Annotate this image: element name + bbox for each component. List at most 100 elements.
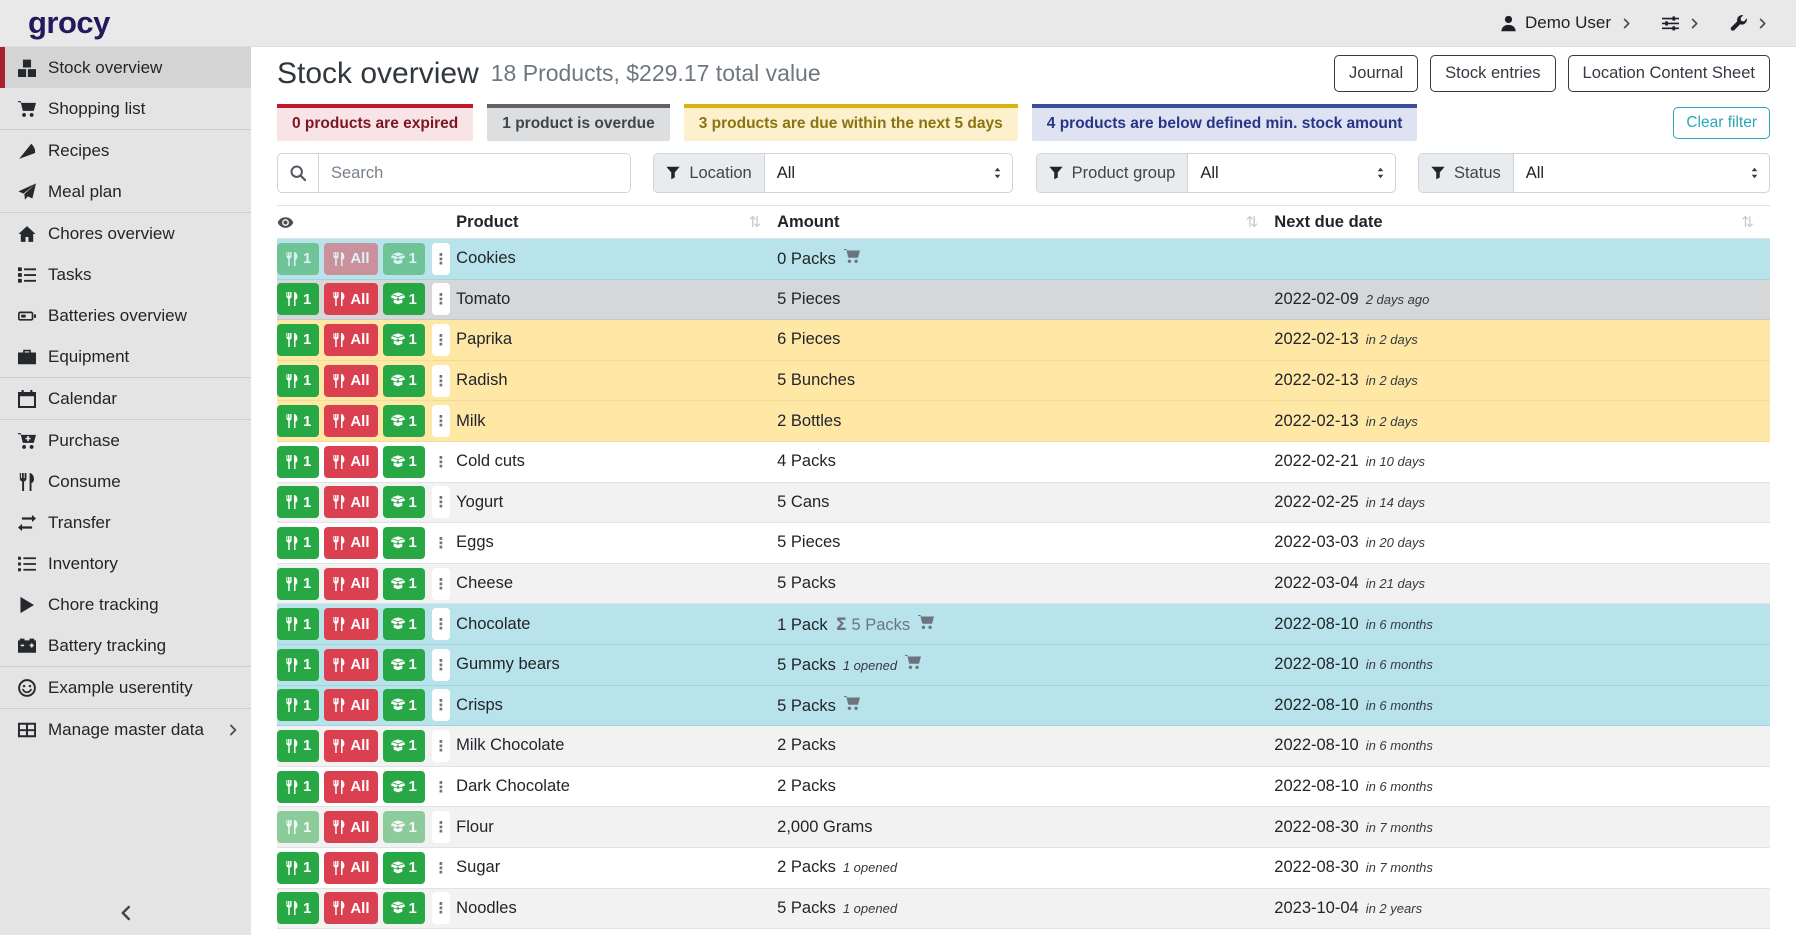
row-menu-button[interactable]: ⋮ xyxy=(431,242,451,275)
consume-one-button[interactable]: 1 xyxy=(277,364,320,397)
open-one-button[interactable]: 1 xyxy=(382,729,425,762)
consume-one-button[interactable]: 1 xyxy=(277,851,320,884)
status-chip-due-soon[interactable]: 3 products are due within the next 5 day… xyxy=(683,104,1018,141)
row-menu-button[interactable]: ⋮ xyxy=(431,648,451,681)
open-one-button[interactable]: 1 xyxy=(382,323,425,356)
consume-all-button[interactable]: All xyxy=(324,608,378,641)
sort-icon[interactable]: ⇅ xyxy=(1741,213,1754,231)
consume-all-button[interactable]: All xyxy=(324,851,378,884)
consume-one-button[interactable]: 1 xyxy=(277,323,320,356)
row-menu-button[interactable]: ⋮ xyxy=(431,608,451,641)
consume-all-button[interactable]: All xyxy=(324,526,378,559)
stock-entries-button[interactable]: Stock entries xyxy=(1430,55,1556,92)
consume-all-button[interactable]: All xyxy=(324,811,378,844)
sidebar-item-transfer[interactable]: Transfer xyxy=(0,502,251,543)
open-one-button[interactable]: 1 xyxy=(382,242,425,275)
product-group-select[interactable]: All xyxy=(1188,154,1394,192)
sidebar-item-manage-master-data[interactable]: Manage master data xyxy=(0,709,251,750)
open-one-button[interactable]: 1 xyxy=(382,567,425,600)
consume-one-button[interactable]: 1 xyxy=(277,242,320,275)
sidebar-item-chore-tracking[interactable]: Chore tracking xyxy=(0,584,251,625)
consume-one-button[interactable]: 1 xyxy=(277,892,320,925)
consume-all-button[interactable]: All xyxy=(324,405,378,438)
sidebar-item-shopping-list[interactable]: Shopping list xyxy=(0,88,251,129)
open-one-button[interactable]: 1 xyxy=(382,283,425,316)
consume-one-button[interactable]: 1 xyxy=(277,283,320,316)
admin-menu[interactable] xyxy=(1730,14,1768,32)
clear-filter-button[interactable]: Clear filter xyxy=(1673,106,1770,139)
sidebar-item-batteries-overview[interactable]: Batteries overview xyxy=(0,295,251,336)
user-menu[interactable]: Demo User xyxy=(1500,13,1632,33)
open-one-button[interactable]: 1 xyxy=(382,892,425,925)
consume-one-button[interactable]: 1 xyxy=(277,405,320,438)
sidebar-item-calendar[interactable]: Calendar xyxy=(0,378,251,419)
open-one-button[interactable]: 1 xyxy=(382,689,425,722)
consume-all-button[interactable]: All xyxy=(324,729,378,762)
sidebar-item-battery-tracking[interactable]: Battery tracking xyxy=(0,625,251,666)
consume-all-button[interactable]: All xyxy=(324,364,378,397)
column-header-product[interactable]: Product xyxy=(456,212,519,231)
consume-all-button[interactable]: All xyxy=(324,283,378,316)
row-menu-button[interactable]: ⋮ xyxy=(431,811,451,844)
consume-one-button[interactable]: 1 xyxy=(277,486,320,519)
row-menu-button[interactable]: ⋮ xyxy=(431,851,451,884)
row-menu-button[interactable]: ⋮ xyxy=(431,567,451,600)
sidebar-item-meal-plan[interactable]: Meal plan xyxy=(0,171,251,212)
row-menu-button[interactable]: ⋮ xyxy=(431,283,451,316)
status-chip-overdue[interactable]: 1 product is overdue xyxy=(487,104,670,141)
consume-all-button[interactable]: All xyxy=(324,242,378,275)
row-menu-button[interactable]: ⋮ xyxy=(431,445,451,478)
open-one-button[interactable]: 1 xyxy=(382,608,425,641)
settings-menu[interactable] xyxy=(1662,15,1700,32)
status-chip-expired[interactable]: 0 products are expired xyxy=(277,104,474,141)
journal-button[interactable]: Journal xyxy=(1334,55,1419,92)
search-input[interactable] xyxy=(319,154,630,192)
consume-one-button[interactable]: 1 xyxy=(277,811,320,844)
open-one-button[interactable]: 1 xyxy=(382,364,425,397)
consume-all-button[interactable]: All xyxy=(324,892,378,925)
sidebar-item-stock-overview[interactable]: Stock overview xyxy=(0,47,251,88)
sort-icon[interactable]: ⇅ xyxy=(1245,213,1259,231)
row-menu-button[interactable]: ⋮ xyxy=(431,892,451,925)
consume-one-button[interactable]: 1 xyxy=(277,608,320,641)
open-one-button[interactable]: 1 xyxy=(382,851,425,884)
row-menu-button[interactable]: ⋮ xyxy=(431,770,451,803)
consume-all-button[interactable]: All xyxy=(324,567,378,600)
consume-one-button[interactable]: 1 xyxy=(277,729,320,762)
consume-all-button[interactable]: All xyxy=(324,486,378,519)
sidebar-item-consume[interactable]: Consume xyxy=(0,461,251,502)
consume-all-button[interactable]: All xyxy=(324,648,378,681)
row-menu-button[interactable]: ⋮ xyxy=(431,364,451,397)
location-content-sheet-button[interactable]: Location Content Sheet xyxy=(1567,55,1770,92)
consume-one-button[interactable]: 1 xyxy=(277,526,320,559)
sidebar-item-purchase[interactable]: Purchase xyxy=(0,420,251,461)
sidebar-item-equipment[interactable]: Equipment xyxy=(0,336,251,377)
sidebar-item-inventory[interactable]: Inventory xyxy=(0,543,251,584)
status-chip-below-min[interactable]: 4 products are below defined min. stock … xyxy=(1031,104,1418,141)
consume-all-button[interactable]: All xyxy=(324,770,378,803)
open-one-button[interactable]: 1 xyxy=(382,811,425,844)
open-one-button[interactable]: 1 xyxy=(382,526,425,559)
open-one-button[interactable]: 1 xyxy=(382,648,425,681)
sidebar-collapse-button[interactable] xyxy=(0,905,251,921)
row-menu-button[interactable]: ⋮ xyxy=(431,729,451,762)
row-menu-button[interactable]: ⋮ xyxy=(431,689,451,722)
row-menu-button[interactable]: ⋮ xyxy=(431,323,451,356)
open-one-button[interactable]: 1 xyxy=(382,445,425,478)
column-header-amount[interactable]: Amount xyxy=(777,212,840,231)
column-header-next-due-date[interactable]: Next due date xyxy=(1274,212,1383,231)
consume-one-button[interactable]: 1 xyxy=(277,567,320,600)
consume-one-button[interactable]: 1 xyxy=(277,445,320,478)
consume-all-button[interactable]: All xyxy=(324,323,378,356)
consume-one-button[interactable]: 1 xyxy=(277,770,320,803)
row-menu-button[interactable]: ⋮ xyxy=(431,486,451,519)
status-select[interactable]: All xyxy=(1514,154,1769,192)
location-select[interactable]: All xyxy=(765,154,1013,192)
open-one-button[interactable]: 1 xyxy=(382,405,425,438)
row-menu-button[interactable]: ⋮ xyxy=(431,526,451,559)
consume-all-button[interactable]: All xyxy=(324,689,378,722)
open-one-button[interactable]: 1 xyxy=(382,486,425,519)
consume-one-button[interactable]: 1 xyxy=(277,648,320,681)
row-menu-button[interactable]: ⋮ xyxy=(431,405,451,438)
sidebar-item-recipes[interactable]: Recipes xyxy=(0,130,251,171)
